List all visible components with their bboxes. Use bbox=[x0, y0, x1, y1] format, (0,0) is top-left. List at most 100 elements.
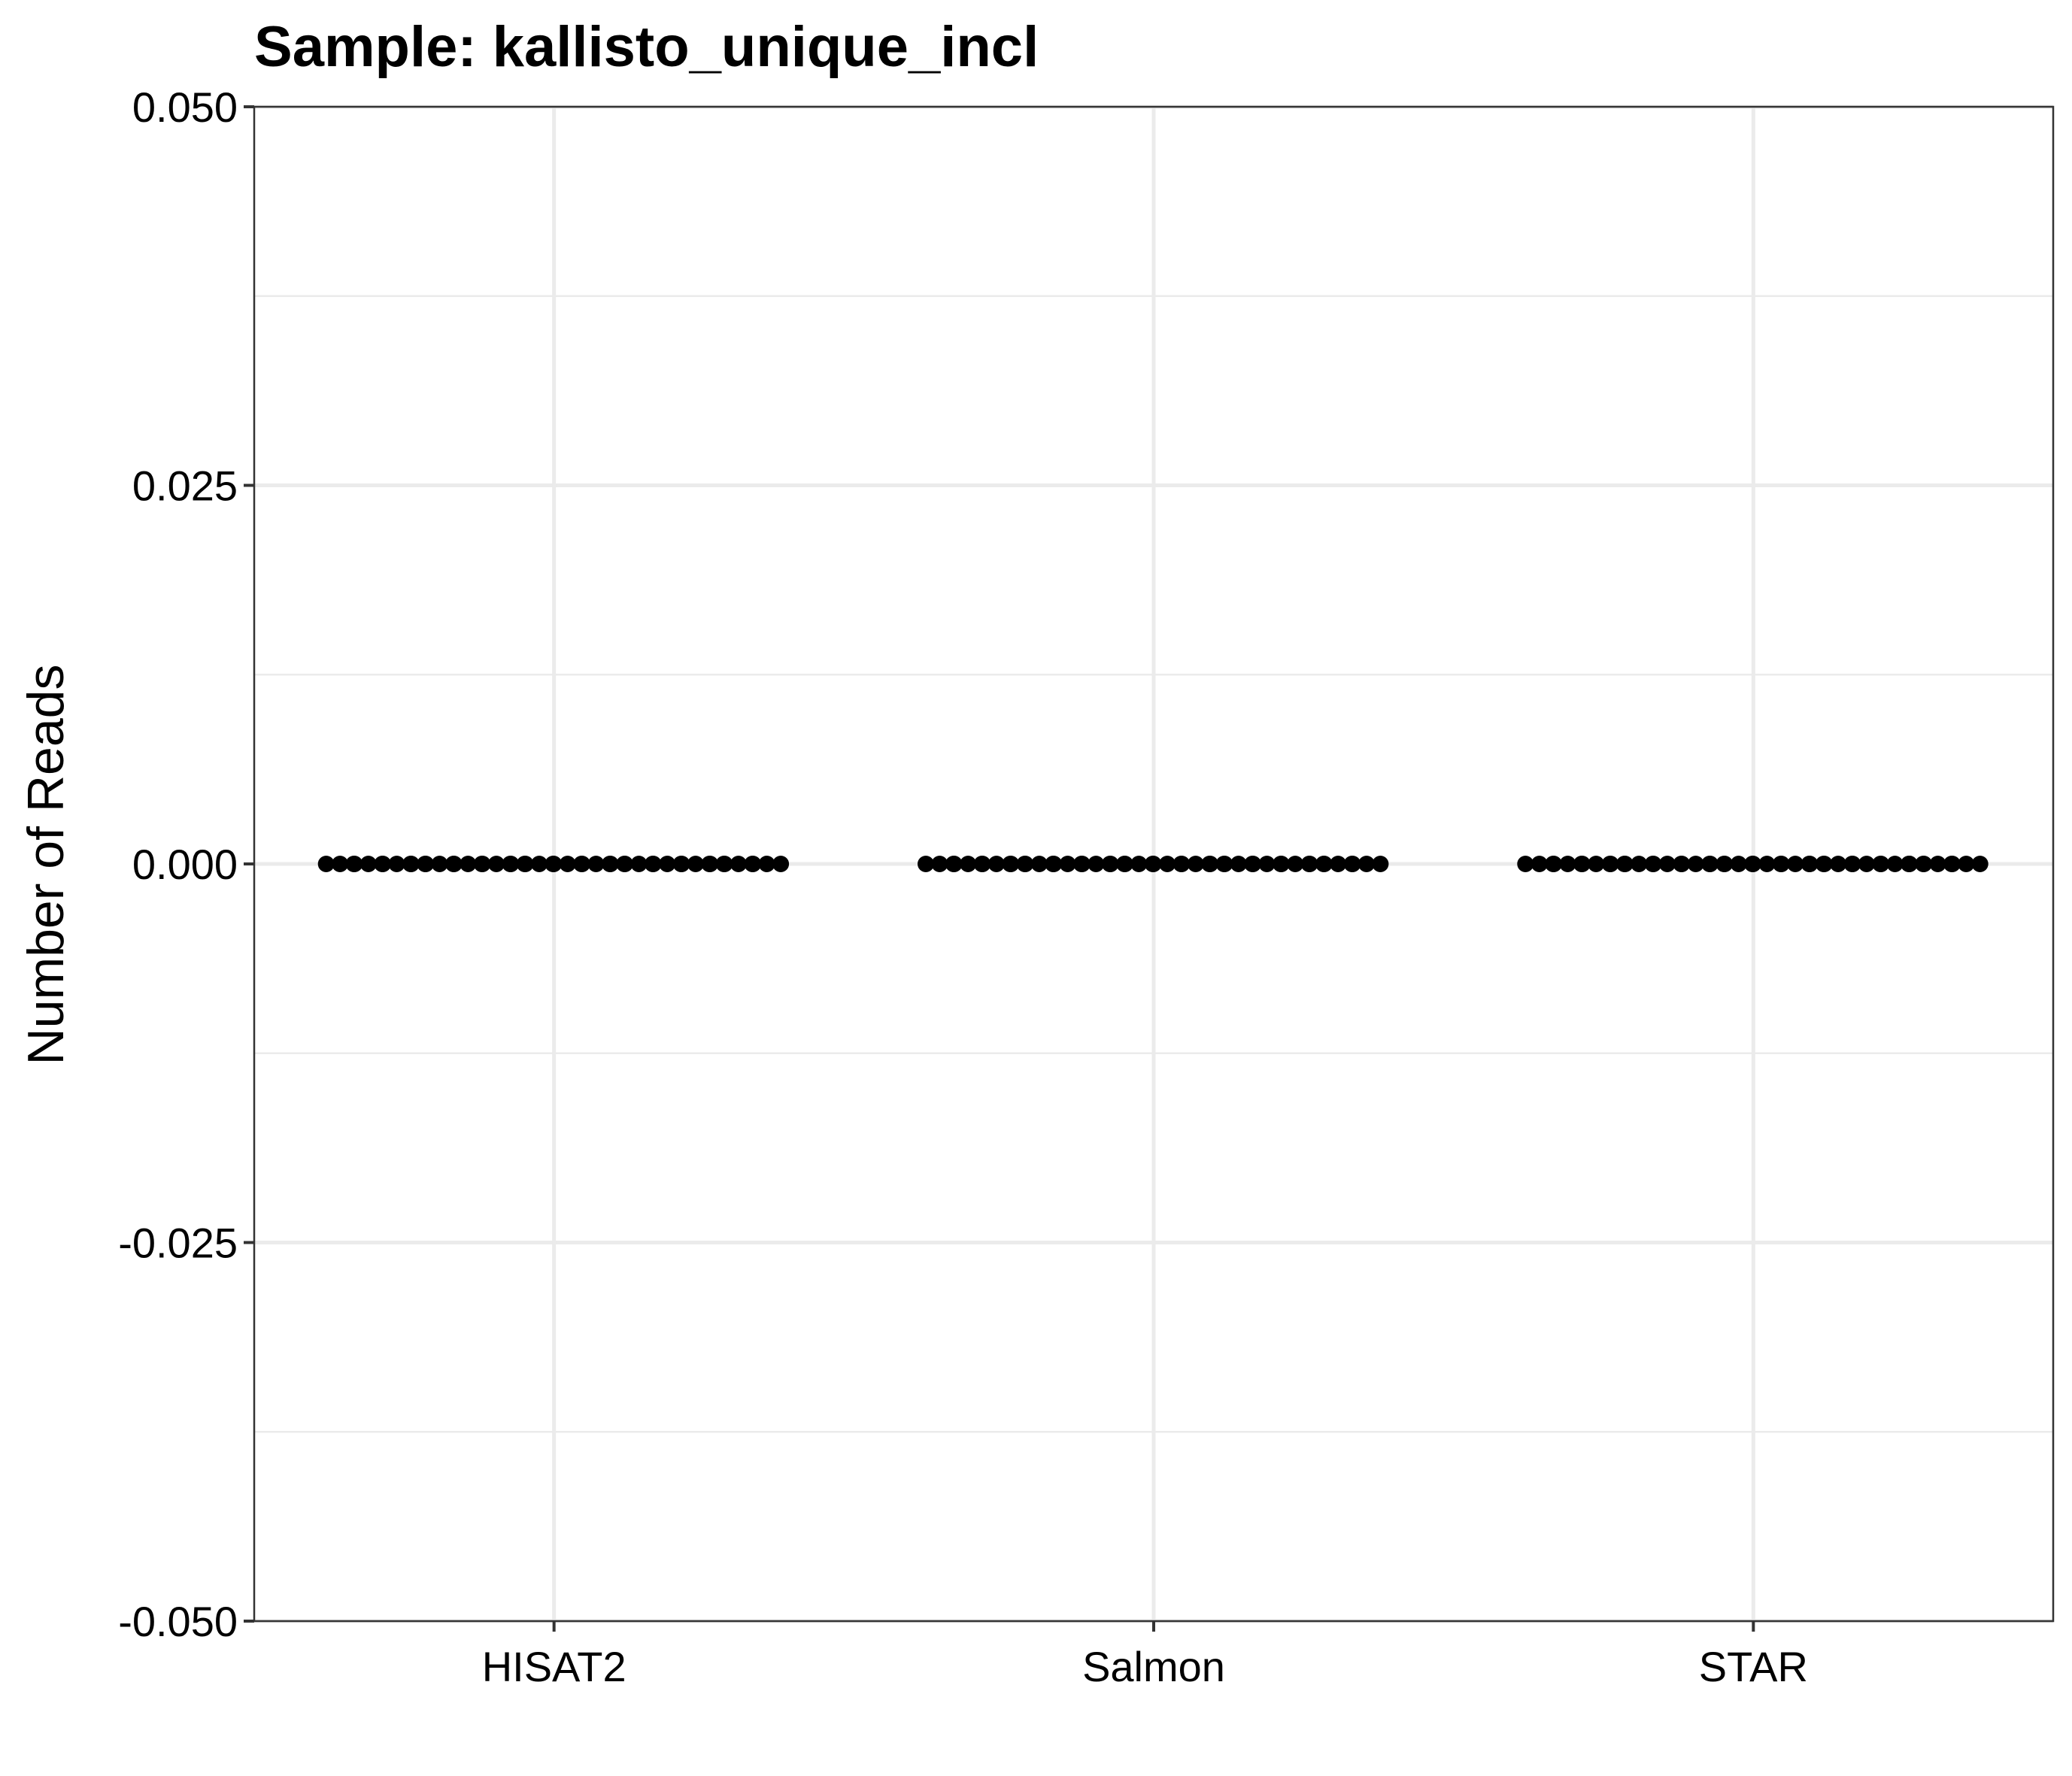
data-point bbox=[1858, 856, 1875, 872]
data-point bbox=[1573, 856, 1591, 872]
data-point bbox=[1916, 856, 1933, 872]
data-point bbox=[918, 856, 934, 872]
axes: -0.050 -0.025 0.000 0.025 0.050 HISAT2 Salmon S… bbox=[118, 83, 1808, 1690]
data-point bbox=[1230, 856, 1247, 872]
data-point bbox=[531, 856, 548, 872]
data-point bbox=[460, 856, 477, 872]
data-point bbox=[974, 856, 991, 872]
data-point bbox=[987, 856, 1005, 872]
data-point bbox=[1873, 856, 1890, 872]
data-point bbox=[617, 856, 633, 872]
data-point bbox=[1844, 856, 1861, 872]
data-point bbox=[1159, 856, 1176, 872]
data-point bbox=[1886, 856, 1904, 872]
data-point bbox=[960, 856, 977, 872]
x-tick-label: Salmon bbox=[1082, 1643, 1225, 1690]
data-point bbox=[745, 856, 762, 872]
y-tick-label: -0.050 bbox=[118, 1598, 238, 1645]
data-point bbox=[1673, 856, 1691, 872]
data-point bbox=[1602, 856, 1619, 872]
data-point bbox=[1701, 856, 1719, 872]
data-point bbox=[1929, 856, 1946, 872]
x-tick-label: HISAT2 bbox=[482, 1643, 626, 1690]
data-point bbox=[1301, 856, 1318, 872]
data-point bbox=[687, 856, 704, 872]
data-point bbox=[1616, 856, 1634, 872]
data-point bbox=[474, 856, 491, 872]
data-point bbox=[1216, 856, 1233, 872]
data-point bbox=[587, 856, 605, 872]
y-tick-label: -0.025 bbox=[118, 1220, 238, 1267]
data-point bbox=[1546, 856, 1562, 872]
x-tick-label: STAR bbox=[1699, 1643, 1808, 1690]
data-point bbox=[375, 856, 392, 872]
data-point bbox=[574, 856, 590, 872]
data-point bbox=[502, 856, 520, 872]
data-point bbox=[1358, 856, 1375, 872]
y-tick-label: 0.025 bbox=[132, 462, 238, 510]
data-point bbox=[1003, 856, 1020, 872]
data-point bbox=[1059, 856, 1076, 872]
data-point bbox=[1787, 856, 1804, 872]
data-point bbox=[1102, 856, 1119, 872]
data-point bbox=[1173, 856, 1191, 872]
data-point bbox=[1958, 856, 1975, 872]
data-point bbox=[1030, 856, 1048, 872]
data-point bbox=[602, 856, 619, 872]
data-point bbox=[1716, 856, 1734, 872]
data-point bbox=[1073, 856, 1091, 872]
data-point bbox=[1830, 856, 1847, 872]
data-point bbox=[1645, 856, 1662, 872]
data-point bbox=[1773, 856, 1790, 872]
data-point bbox=[1245, 856, 1262, 872]
data-points bbox=[317, 856, 1989, 872]
data-point bbox=[758, 856, 775, 872]
data-point bbox=[388, 856, 405, 872]
data-point bbox=[659, 856, 676, 872]
data-point bbox=[488, 856, 505, 872]
data-point bbox=[1530, 856, 1548, 872]
chart-title: Sample: kallisto_unique_incl bbox=[254, 15, 1039, 79]
data-point bbox=[1330, 856, 1347, 872]
data-point bbox=[1687, 856, 1704, 872]
data-point bbox=[1045, 856, 1063, 872]
data-point bbox=[1017, 856, 1034, 872]
data-point bbox=[332, 856, 349, 872]
y-tick-label: 0.050 bbox=[132, 83, 238, 131]
data-point bbox=[1202, 856, 1219, 872]
data-point bbox=[1517, 856, 1534, 872]
data-point bbox=[1658, 856, 1676, 872]
data-point bbox=[1372, 856, 1389, 872]
data-point bbox=[673, 856, 690, 872]
data-point bbox=[702, 856, 719, 872]
y-tick-label: 0.000 bbox=[132, 841, 238, 888]
data-point bbox=[417, 856, 435, 872]
data-point bbox=[945, 856, 963, 872]
data-point bbox=[1088, 856, 1105, 872]
data-point bbox=[1287, 856, 1304, 872]
data-point bbox=[630, 856, 648, 872]
data-point bbox=[346, 856, 363, 872]
data-point bbox=[1745, 856, 1761, 872]
data-point bbox=[1344, 856, 1361, 872]
y-axis-label: Number of Reads bbox=[17, 665, 74, 1065]
data-point bbox=[1145, 856, 1162, 872]
data-point bbox=[431, 856, 448, 872]
data-point bbox=[1631, 856, 1648, 872]
data-point bbox=[317, 856, 335, 872]
data-point bbox=[1116, 856, 1133, 872]
data-point bbox=[772, 856, 790, 872]
data-point bbox=[1801, 856, 1819, 872]
data-point bbox=[645, 856, 662, 872]
data-point bbox=[1559, 856, 1576, 872]
data-point bbox=[1730, 856, 1747, 872]
data-point bbox=[445, 856, 463, 872]
data-point bbox=[1943, 856, 1961, 872]
data-point bbox=[359, 856, 377, 872]
data-point bbox=[1315, 856, 1333, 872]
data-point bbox=[1258, 856, 1276, 872]
data-point bbox=[545, 856, 563, 872]
data-point bbox=[931, 856, 948, 872]
